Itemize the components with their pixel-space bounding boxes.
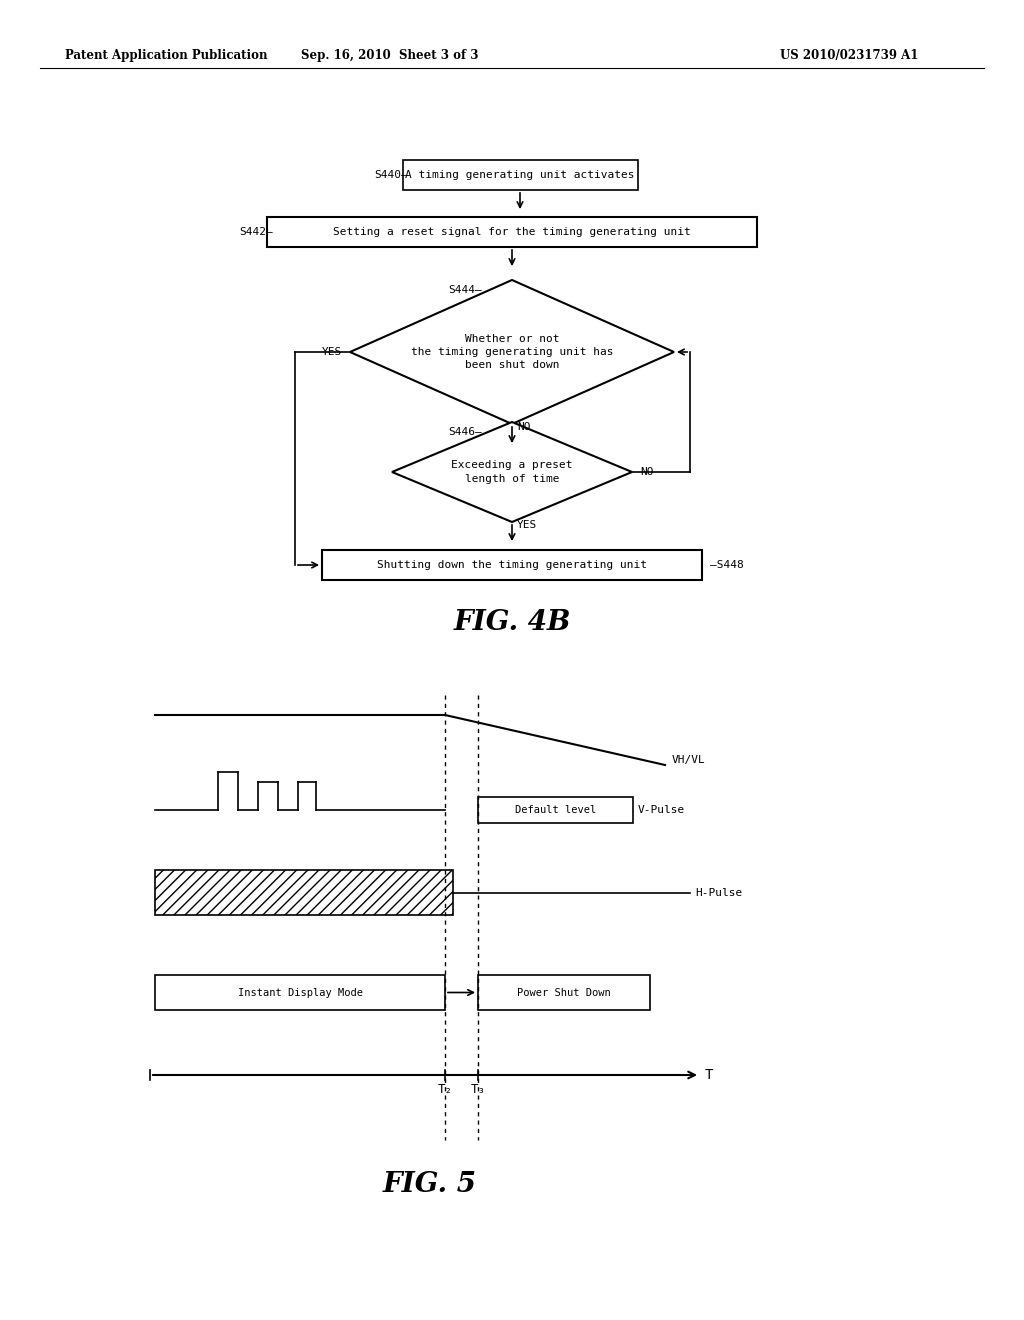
Text: Instant Display Mode: Instant Display Mode xyxy=(238,987,362,998)
Text: S440—: S440— xyxy=(375,170,409,180)
Text: A timing generating unit activates: A timing generating unit activates xyxy=(406,170,635,180)
Text: VH/VL: VH/VL xyxy=(672,755,706,766)
Text: FIG. 4B: FIG. 4B xyxy=(454,610,570,636)
Text: T₂: T₂ xyxy=(437,1082,453,1096)
Text: Patent Application Publication: Patent Application Publication xyxy=(65,49,267,62)
Text: —S448: —S448 xyxy=(710,560,743,570)
Text: FIG. 5: FIG. 5 xyxy=(383,1172,477,1199)
Text: V-Pulse: V-Pulse xyxy=(638,805,685,814)
Bar xyxy=(322,550,702,579)
Polygon shape xyxy=(350,280,674,424)
Text: S442—: S442— xyxy=(239,227,272,238)
Text: YES: YES xyxy=(322,347,342,356)
Text: Sep. 16, 2010  Sheet 3 of 3: Sep. 16, 2010 Sheet 3 of 3 xyxy=(301,49,479,62)
Text: Shutting down the timing generating unit: Shutting down the timing generating unit xyxy=(377,560,647,570)
Text: Exceeding a preset
length of time: Exceeding a preset length of time xyxy=(452,461,572,483)
Text: US 2010/0231739 A1: US 2010/0231739 A1 xyxy=(780,49,919,62)
Text: S446—: S446— xyxy=(449,426,482,437)
Text: Default level: Default level xyxy=(515,805,596,814)
Text: T₃: T₃ xyxy=(470,1082,485,1096)
Bar xyxy=(155,975,445,1010)
Text: H-Pulse: H-Pulse xyxy=(695,887,742,898)
Bar xyxy=(402,160,638,190)
Bar xyxy=(155,870,453,915)
Text: S444—: S444— xyxy=(449,285,482,294)
Bar xyxy=(478,975,650,1010)
Text: NO: NO xyxy=(640,467,653,477)
Bar xyxy=(478,797,633,822)
Text: Setting a reset signal for the timing generating unit: Setting a reset signal for the timing ge… xyxy=(333,227,691,238)
Text: T: T xyxy=(705,1068,714,1082)
Text: YES: YES xyxy=(517,520,538,531)
Text: NO: NO xyxy=(517,422,530,432)
Polygon shape xyxy=(392,422,632,521)
Text: Whether or not
the timing generating unit has
been shut down: Whether or not the timing generating uni… xyxy=(411,334,613,370)
Text: Power Shut Down: Power Shut Down xyxy=(517,987,611,998)
Bar xyxy=(267,216,757,247)
